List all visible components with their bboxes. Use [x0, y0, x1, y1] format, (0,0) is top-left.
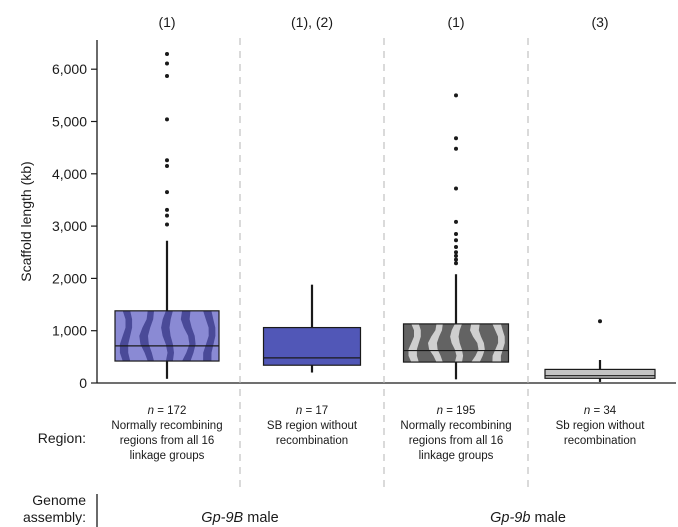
group-reference-label: (3)	[591, 14, 608, 30]
outlier-point	[454, 219, 458, 224]
box-group-3	[402, 93, 510, 380]
box-iqr	[402, 323, 510, 363]
region-description-line: linkage groups	[130, 450, 205, 462]
region-row-label: Region:	[38, 430, 86, 446]
box-group-2	[262, 284, 362, 373]
outlier-point	[454, 136, 458, 141]
assembly-label-1: Gp-9B male	[201, 510, 278, 526]
outlier-point	[454, 238, 458, 243]
boxes-layer	[114, 52, 656, 382]
outlier-point	[165, 163, 169, 168]
assembly-label-2: Gp-9b male	[490, 510, 566, 526]
y-tick-label: 5,000	[52, 114, 87, 130]
outlier-point	[598, 319, 602, 324]
box-group-4	[544, 319, 656, 382]
outlier-point	[165, 207, 169, 212]
outlier-point	[165, 61, 169, 66]
outlier-point	[454, 231, 458, 236]
text-layer: 0 1,000 2,000 3,000 4,000 5,000 6,000 Scaffold …	[18, 14, 645, 526]
box-iqr	[262, 326, 362, 366]
outlier-point	[165, 117, 169, 122]
box-group-1	[114, 52, 220, 379]
box-iqr	[544, 368, 656, 379]
y-tick-label: 1,000	[52, 323, 87, 339]
sample-size-label: n = 17	[296, 405, 328, 417]
region-description-line: regions from all 16	[409, 435, 504, 447]
region-description-line: recombination	[564, 435, 636, 447]
sample-size-value: 34	[603, 405, 616, 417]
axes-layer	[91, 40, 676, 527]
region-description-line: Normally recombining	[400, 420, 511, 432]
y-tick-label: 0	[79, 375, 87, 391]
outlier-point	[165, 190, 169, 195]
outlier-point	[165, 73, 169, 78]
outlier-point	[165, 213, 169, 218]
outlier-point	[454, 186, 458, 191]
outlier-point	[165, 52, 169, 57]
region-description-line: Sb region without	[556, 420, 646, 432]
outlier-point	[165, 222, 169, 227]
assembly-row-label-1: Genome	[32, 492, 86, 508]
region-description-line: SB region without	[267, 420, 358, 432]
group-dividers	[239, 38, 529, 487]
box-fill-pattern	[403, 323, 509, 363]
sample-size-value: 195	[456, 405, 475, 417]
region-description-line: regions from all 16	[120, 435, 215, 447]
region-description-line: linkage groups	[419, 450, 494, 462]
y-axis-label: Scaffold length (kb)	[18, 161, 34, 281]
y-tick-label: 6,000	[52, 61, 87, 77]
group-reference-label: (1)	[158, 14, 175, 30]
outlier-point	[454, 257, 458, 262]
y-tick-label: 3,000	[52, 218, 87, 234]
box-iqr	[114, 310, 220, 362]
group-reference-label: (1), (2)	[291, 14, 333, 30]
sample-size-label: n = 34	[584, 405, 617, 417]
outlier-point	[454, 253, 458, 258]
region-description-line: Normally recombining	[111, 420, 222, 432]
outlier-point	[165, 158, 169, 163]
sample-size-value: 172	[167, 405, 186, 417]
outlier-point	[454, 261, 458, 266]
outlier-point	[454, 250, 458, 255]
outlier-point	[454, 245, 458, 250]
y-tick-label: 4,000	[52, 166, 87, 182]
outlier-point	[454, 93, 458, 98]
box-fill-pattern	[115, 310, 219, 362]
assembly-row-label-2: assembly:	[23, 509, 86, 525]
outlier-point	[454, 146, 458, 151]
group-reference-label: (1)	[447, 14, 464, 30]
sample-size-label: n = 195	[437, 405, 476, 417]
y-tick-label: 2,000	[52, 270, 87, 286]
region-description-line: recombination	[276, 435, 348, 447]
sample-size-label: n = 172	[148, 405, 187, 417]
sample-size-value: 17	[315, 405, 328, 417]
